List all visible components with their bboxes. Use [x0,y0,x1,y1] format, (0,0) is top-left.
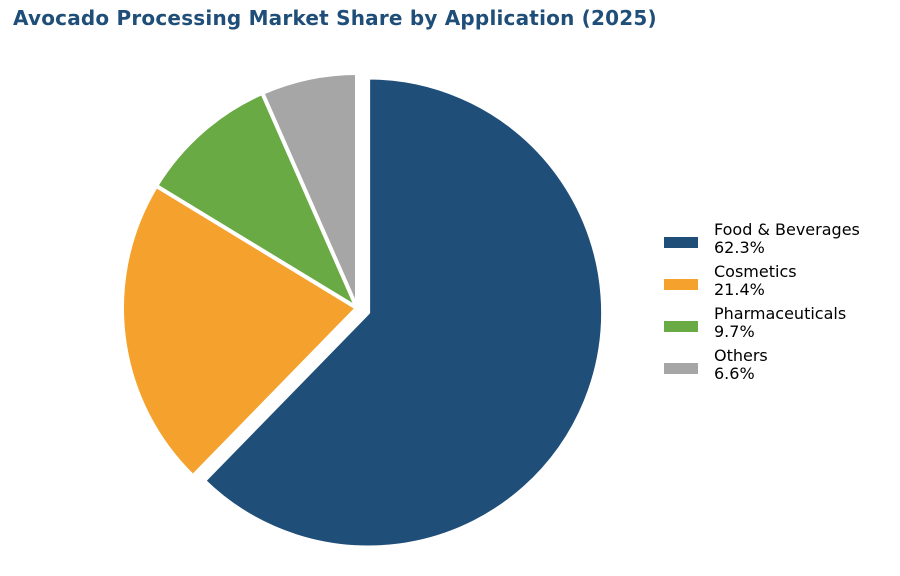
pie-slice-pharmaceuticals[interactable] [154,90,359,310]
legend-text: Cosmetics 21.4% [714,263,797,299]
legend-value: 62.3% [714,238,765,257]
legend-swatch [664,237,698,248]
pie-slice-food-beverages[interactable] [202,75,606,550]
legend-item-cosmetics[interactable]: Cosmetics 21.4% [664,263,894,305]
legend-value: 21.4% [714,280,765,299]
legend-label: Pharmaceuticals [714,304,847,323]
legend-text: Others 6.6% [714,347,768,383]
legend-label: Food & Beverages [714,220,860,239]
legend-swatch [664,363,698,374]
pie-slice-cosmetics[interactable] [120,183,359,479]
pie-slice-others[interactable] [260,71,359,310]
chart-title: Avocado Processing Market Share by Appli… [13,6,657,30]
legend-swatch [664,279,698,290]
legend-label: Cosmetics [714,262,797,281]
legend-text: Food & Beverages 62.3% [714,221,860,257]
legend-text: Pharmaceuticals 9.7% [714,305,846,341]
legend-item-others[interactable]: Others 6.6% [664,347,894,389]
legend-item-pharmaceuticals[interactable]: Pharmaceuticals 9.7% [664,305,894,347]
legend-value: 6.6% [714,364,755,383]
legend-value: 9.7% [714,322,755,341]
legend: Food & Beverages 62.3% Cosmetics 21.4% P… [664,221,894,389]
legend-label: Others [714,346,768,365]
legend-item-food-beverages[interactable]: Food & Beverages 62.3% [664,221,894,263]
legend-swatch [664,321,698,332]
